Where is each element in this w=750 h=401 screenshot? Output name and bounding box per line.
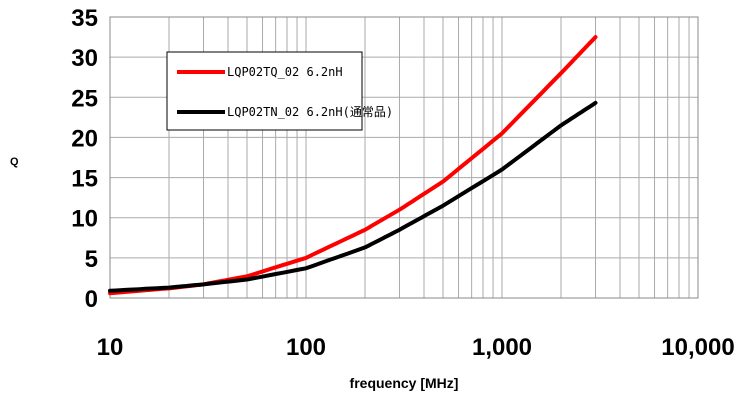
series-group (108, 35, 598, 296)
plot-area-border (109, 16, 699, 299)
y-tick-labels: 0 5 10 15 20 25 30 35 (71, 5, 98, 313)
y-tick-label: 20 (71, 125, 98, 152)
legend-box (166, 51, 363, 131)
y-axis-label: Q (10, 156, 19, 168)
y-tick-label: 25 (71, 85, 98, 112)
y-tick-label: 0 (85, 286, 98, 313)
y-tick-label: 35 (71, 5, 98, 32)
x-tick-labels: 10 100 1,000 10,000 (97, 334, 735, 361)
legend-label-0: LQP02TQ_02 6.2nH (227, 65, 343, 79)
y-tick-label: 5 (85, 246, 98, 273)
y-tick-label: 30 (71, 45, 98, 72)
legend-label-1: LQP02TN_02 6.2nH(通常品) (227, 105, 393, 119)
legend: LQP02TQ_02 6.2nH LQP02TN_02 6.2nH(通常品) (166, 51, 393, 131)
x-tick-label: 1,000 (472, 334, 532, 361)
series-line-1 (108, 100, 598, 293)
y-tick-label: 10 (71, 206, 98, 233)
y-tick-label: 15 (71, 166, 98, 193)
x-axis-label: frequency [MHz] (350, 375, 459, 391)
x-tick-label: 10 (97, 334, 124, 361)
x-tick-label: 100 (286, 334, 326, 361)
x-tick-label: 10,000 (661, 334, 734, 361)
